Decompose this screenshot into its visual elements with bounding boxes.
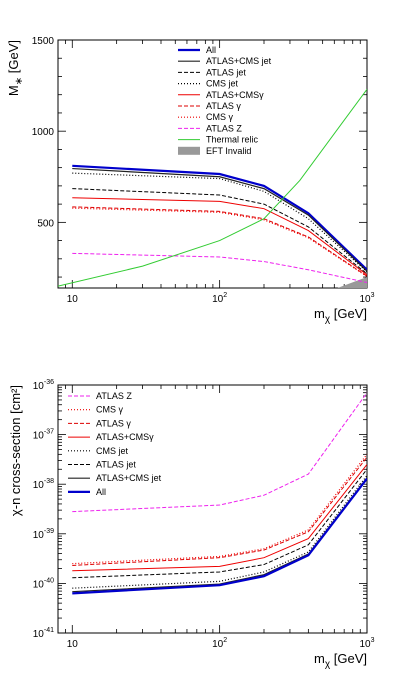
legend-item: EFT Invalid	[178, 146, 251, 156]
legend-item: ATLAS Z	[178, 123, 242, 133]
x-tick-label: 103	[359, 292, 374, 305]
legend-item: ATLAS+CMSγ	[68, 432, 154, 442]
series-line-cms-	[72, 453, 367, 565]
legend-item: CMS γ	[68, 405, 124, 415]
legend: ATLAS Z CMS γ ATLAS γ ATLAS+CMSγ CMS jet ATLA…	[68, 391, 162, 497]
series-line-all	[72, 164, 367, 271]
legend-label: CMS γ	[96, 405, 124, 415]
x-axis-label: mχ [GeV]	[314, 651, 367, 670]
legend-label: CMS γ	[206, 112, 234, 122]
y-tick-label: 500	[37, 218, 54, 229]
y-tick-label: 10-38	[33, 478, 54, 491]
legend-item: ATLAS+CMSγ	[178, 90, 264, 100]
legend-item: ATLAS+CMS jet	[178, 56, 272, 66]
series-line-cms-	[72, 207, 367, 278]
y-tick-label: 1500	[32, 36, 55, 47]
legend-label: ATLAS γ	[96, 418, 131, 428]
x-tick-label: 102	[212, 292, 227, 305]
x-tick-label: 102	[212, 637, 227, 650]
legend-label: All	[96, 487, 106, 497]
x-tick-label: 103	[359, 637, 374, 650]
series-line-atlas-z	[72, 392, 367, 513]
legend-item: CMS jet	[68, 446, 129, 456]
legend-label: Thermal relic	[206, 135, 259, 145]
legend-label: ATLAS jet	[206, 67, 246, 77]
legend-label: ATLAS+CMS jet	[206, 56, 272, 66]
x-tick-label: 10	[67, 294, 79, 305]
series-line-atlas-cms-jet	[72, 167, 367, 272]
legend-item: Thermal relic	[178, 135, 259, 145]
legend-item: ATLAS jet	[68, 460, 136, 470]
y-axis-label: χ-n cross-section [cm²]	[8, 385, 23, 516]
y-tick-label: 1000	[32, 127, 55, 138]
series-line-thermal-relic	[58, 88, 367, 287]
legend-item: CMS jet	[178, 79, 239, 89]
legend-label: ATLAS+CMSγ	[96, 432, 154, 442]
legend-item: ATLAS jet	[178, 67, 246, 77]
series-line-atlas-cms-	[72, 197, 367, 276]
series-line-atlas-z	[72, 252, 367, 284]
legend-item: All	[68, 487, 106, 497]
legend-label: ATLAS jet	[96, 460, 136, 470]
legend-item: ATLAS γ	[178, 101, 241, 111]
legend-label: ATLAS Z	[96, 391, 132, 401]
y-tick-label: 10-36	[33, 379, 54, 392]
legend-label: All	[206, 45, 216, 55]
x-axis-label: mχ [GeV]	[314, 306, 367, 325]
series-line-atlas-	[72, 456, 367, 566]
chart-panel-2: 10 102 103 10-41 10-40 10-39 10-38 10-37 10-36 mχ…	[8, 379, 375, 670]
legend-label: ATLAS+CMSγ	[206, 90, 264, 100]
legend-item: ATLAS Z	[68, 391, 132, 401]
series-line-all	[72, 477, 367, 595]
legend-item: ATLAS+CMS jet	[68, 473, 162, 483]
legend-item: ATLAS γ	[68, 418, 131, 428]
series-line-atlas-jet	[72, 188, 367, 275]
y-tick-label: 10-39	[33, 528, 54, 541]
legend-item: All	[178, 45, 216, 55]
legend-label: CMS jet	[206, 79, 239, 89]
eft-invalid-region	[337, 277, 367, 288]
y-tick-label: 10-40	[33, 577, 54, 590]
x-tick-label: 10	[67, 639, 79, 650]
legend-label: ATLAS+CMS jet	[96, 473, 162, 483]
legend-swatch	[178, 146, 200, 155]
legend-label: ATLAS γ	[206, 101, 241, 111]
legend-item: CMS γ	[178, 112, 234, 122]
legend-label: CMS jet	[96, 446, 129, 456]
legend-label: EFT Invalid	[206, 146, 251, 156]
y-axis-label: M∗ [GeV]	[6, 40, 25, 96]
y-tick-label: 10-41	[33, 627, 54, 640]
series-line-atlas-jet	[72, 468, 367, 579]
y-tick-label: 10-37	[33, 429, 54, 442]
legend-label: ATLAS Z	[206, 123, 242, 133]
series-line-atlas-cms-	[72, 464, 367, 572]
series-line-cms-jet	[72, 475, 367, 589]
